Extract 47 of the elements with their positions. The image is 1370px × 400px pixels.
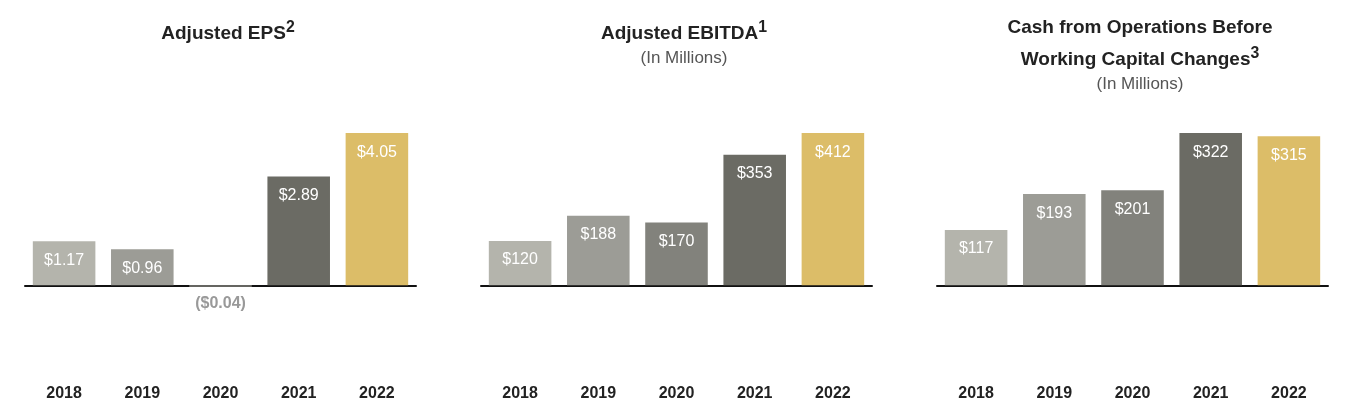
bar [1257,136,1321,286]
x-tick-label: 2022 [359,383,395,400]
x-tick-label: 2020 [658,383,695,400]
x-tick-label: 2019 [580,383,617,400]
data-label: $353 [736,164,773,182]
bar [267,176,330,286]
data-label: $1.17 [44,250,85,268]
x-tick-label: 2019 [124,383,161,400]
bar [944,229,1008,286]
x-tick-label: 2021 [1192,383,1229,400]
data-label: $4.05 [356,142,398,160]
x-tick-label: 2022 [815,383,851,400]
x-tick-label: 2018 [958,383,994,400]
data-label: $188 [580,225,617,243]
data-label: $322 [1192,142,1229,160]
data-label: ($0.04) [195,294,246,312]
bar [567,215,630,286]
chart-title: Cash from Operations Before Working Capital Changes$^{3}$ [1006,15,1274,72]
x-tick-label: 2021 [280,383,317,400]
data-label: $2.89 [278,186,319,204]
bar [723,154,786,286]
x-tick-label: 2019 [1036,383,1073,400]
chart-title: Adjusted EBITDA$^{1}$ [599,17,769,46]
data-label: $120 [502,250,538,268]
x-tick-label: 2018 [502,383,538,400]
bar [1101,190,1164,286]
chart-subtitle: (In Millions) [1096,73,1184,96]
data-label: $412 [815,142,851,160]
x-tick-label: 2022 [1271,383,1307,400]
bar [645,222,708,286]
data-label: $193 [1036,203,1073,221]
data-label: $170 [658,231,695,249]
data-label: $315 [1271,145,1307,163]
x-tick-label: 2020 [202,383,239,400]
bar [1179,133,1242,286]
x-tick-label: 2021 [736,383,773,400]
data-label: $201 [1114,199,1151,217]
bar [801,133,865,286]
x-tick-label: 2018 [46,383,82,400]
data-label: $0.96 [122,258,163,276]
data-label: $117 [958,239,994,257]
bar [32,241,96,286]
chart-title: Adjusted EPS$^{2}$ [160,17,296,46]
x-tick-label: 2020 [1114,383,1151,400]
bar [1023,194,1086,286]
chart-subtitle: (In Millions) [640,47,728,70]
bar [345,133,409,286]
